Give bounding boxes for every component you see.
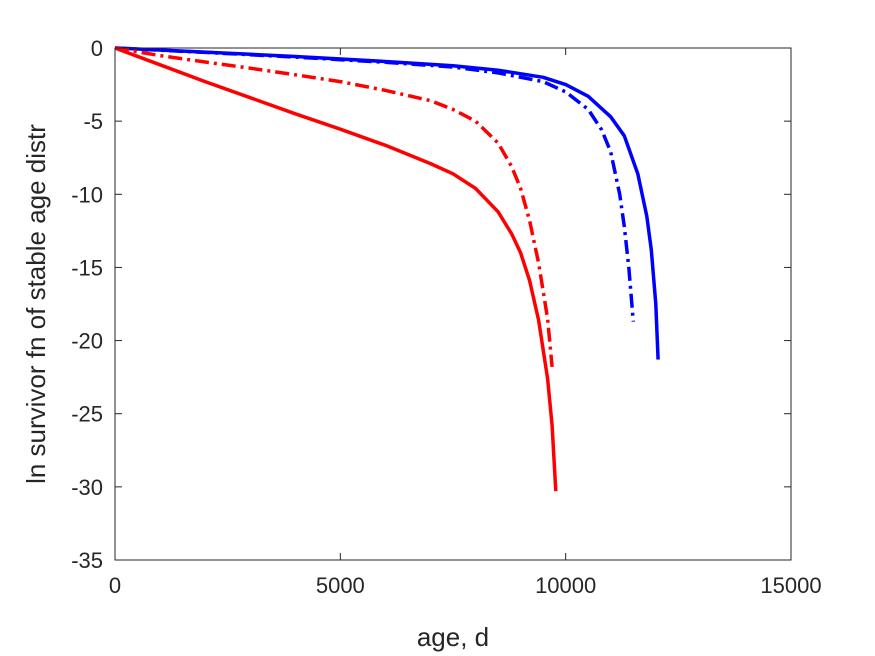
series-line-2 [114, 46, 636, 322]
y-tick-label: -10 [71, 182, 103, 207]
y-tick-label: -35 [71, 548, 103, 573]
plot-frame [114, 47, 792, 561]
series-line-4 [114, 46, 558, 492]
x-tick-label: 15000 [760, 573, 821, 598]
y-axis-label: ln survivor fn of stable age distr [21, 124, 51, 484]
x-axis-label: age, d [417, 622, 489, 652]
y-tick-label: -30 [71, 475, 103, 500]
x-axis: 0 5000 10000 15000 [109, 48, 822, 598]
series-layer [114, 46, 660, 492]
x-tick-label: 5000 [316, 573, 365, 598]
series-line-3 [114, 46, 554, 368]
y-tick-label: 0 [91, 36, 103, 61]
y-tick-label: -5 [83, 109, 103, 134]
y-tick-label: -20 [71, 329, 103, 354]
y-tick-label: -15 [71, 255, 103, 280]
y-axis: 0 -5 -10 -15 -20 -25 -30 -35 [71, 36, 791, 573]
x-tick-label: 0 [109, 573, 121, 598]
y-tick-label: -25 [71, 402, 103, 427]
x-tick-label: 10000 [535, 573, 596, 598]
